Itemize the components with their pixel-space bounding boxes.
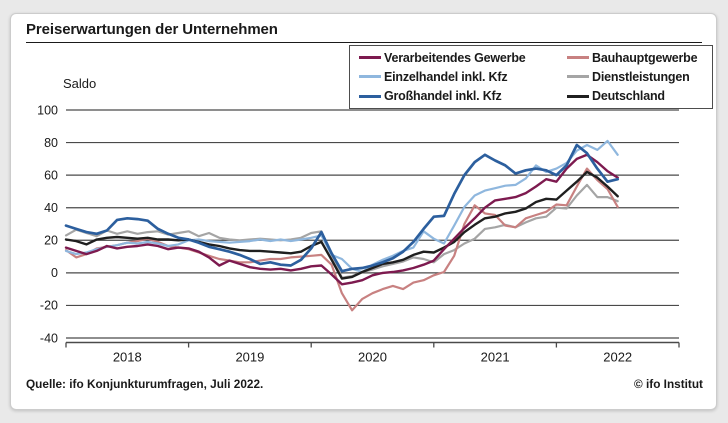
x-tick-label: 2018 xyxy=(113,350,142,365)
series-line-verarbeitendes-gewerbe xyxy=(64,153,619,286)
legend-label: Verarbeitendes Gewerbe xyxy=(384,50,526,65)
legend-item-bauhauptgewerbe: Bauhauptgewerbe xyxy=(567,51,708,65)
x-tick-label: 2022 xyxy=(603,350,632,365)
title-underline xyxy=(26,42,702,43)
y-tick-label: 60 xyxy=(44,168,58,182)
legend-swatch xyxy=(359,56,381,60)
gridlines xyxy=(66,109,679,339)
source-note: Quelle: ifo Konjunkturumfragen, Juli 202… xyxy=(26,377,264,391)
legend-swatch xyxy=(567,75,589,79)
y-tick-label: 20 xyxy=(44,234,58,248)
x-tick-label: 2019 xyxy=(235,350,264,365)
legend-swatch xyxy=(359,94,381,98)
legend-label: Einzelhandel inkl. Kfz xyxy=(384,69,508,84)
series-line-dienstleistungen xyxy=(64,183,619,279)
chart-card: Preiserwartungen der Unternehmen Verarbe… xyxy=(10,13,717,410)
legend-swatch xyxy=(567,56,589,60)
legend-item-gro-handel-inkl-kfz: Großhandel inkl. Kfz xyxy=(359,89,567,103)
y-tick-label: 0 xyxy=(51,266,58,280)
y-tick-label: 40 xyxy=(44,201,58,215)
legend-label: Bauhauptgewerbe xyxy=(592,50,698,65)
legend-item-verarbeitendes-gewerbe: Verarbeitendes Gewerbe xyxy=(359,51,567,65)
x-tick-label: 2020 xyxy=(358,350,387,365)
legend-swatch xyxy=(359,75,381,79)
x-axis: 2018 2019 2020 2021 2022 xyxy=(65,341,680,365)
series-line-gro-handel-inkl-kfz xyxy=(64,143,620,273)
legend-item-deutschland: Deutschland xyxy=(567,89,708,103)
legend-label: Deutschland xyxy=(592,89,665,104)
legend-swatch xyxy=(567,94,589,98)
y-axis-labels: 100 80 60 40 20 0 -20 -40 xyxy=(37,103,58,345)
series-line-deutschland xyxy=(64,170,619,280)
series-lines xyxy=(64,139,620,312)
line-chart: 100 80 60 40 20 0 -20 -40 2018 2019 2020 2021 2022 xyxy=(37,103,680,365)
legend-label: Großhandel inkl. Kfz xyxy=(384,89,502,104)
y-axis-unit-label: Saldo xyxy=(63,76,97,91)
x-tick-label: 2021 xyxy=(481,350,510,365)
legend-item-einzelhandel-inkl-kfz: Einzelhandel inkl. Kfz xyxy=(359,70,567,84)
copyright-note: © ifo Institut xyxy=(634,377,703,391)
y-tick-label: -40 xyxy=(40,331,58,345)
legend-item-dienstleistungen: Dienstleistungen xyxy=(567,70,708,84)
series-line-bauhauptgewerbe xyxy=(64,167,619,312)
legend-label: Dienstleistungen xyxy=(592,69,690,84)
page-title: Preiserwartungen der Unternehmen xyxy=(26,21,278,38)
series-line-einzelhandel-inkl-kfz xyxy=(64,139,619,274)
y-tick-label: 100 xyxy=(37,103,58,117)
chart-legend: Verarbeitendes Gewerbe Einzelhandel inkl.… xyxy=(349,45,713,109)
y-tick-label: 80 xyxy=(44,136,58,150)
y-tick-label: -20 xyxy=(40,299,58,313)
